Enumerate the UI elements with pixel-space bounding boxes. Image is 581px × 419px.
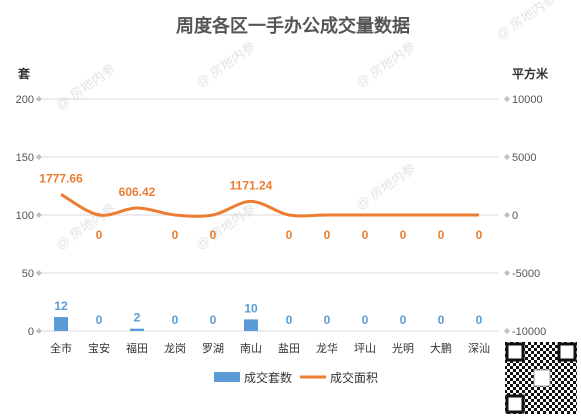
category-label: 光明 (392, 341, 414, 355)
tick-marker (504, 328, 510, 334)
grid (42, 98, 498, 332)
bar-value-label: 0 (286, 313, 293, 327)
line-value-label: 1777.66 (39, 171, 83, 185)
watermark: @ 房地内参 (353, 39, 418, 91)
y-left-axis-label: 套 (17, 66, 31, 81)
bar-value-label: 0 (362, 313, 369, 327)
y-right-tick-label: 10000 (512, 94, 543, 106)
tick-marker (504, 154, 510, 160)
category-label: 南山 (240, 342, 262, 355)
tick-marker (36, 212, 42, 218)
y-left-tick-label: 150 (16, 152, 34, 164)
category-label: 罗湖 (202, 342, 224, 355)
y-left-ticks: 200 150 100 50 0 (16, 94, 42, 338)
watermark: @ 房地内参 (193, 39, 258, 91)
tick-marker (504, 212, 510, 218)
y-right-tick-label: 5000 (512, 152, 536, 164)
bar-value-label: 0 (324, 313, 331, 327)
legend-bar-label: 成交套数 (244, 370, 292, 385)
legend: 成交套数 成交面积 (214, 370, 378, 385)
watermark: @ 房地内参 (353, 161, 418, 213)
tick-marker (36, 270, 42, 276)
tick-marker (504, 270, 510, 276)
y-right-axis-label: 平方米 (512, 66, 549, 81)
category-label: 大鹏 (430, 341, 452, 355)
data-labels: 12 0 2 0 0 10 0 0 0 0 0 0 1777.66 0 606.42 0 0 1171.24 0 0 0… (39, 171, 482, 327)
category-label: 盐田 (278, 342, 300, 355)
tick-marker (36, 96, 42, 102)
line-value-label: 0 (324, 228, 331, 242)
bar-value-label: 12 (54, 299, 68, 313)
qr-code (505, 342, 577, 414)
tick-marker (36, 154, 42, 160)
category-label: 龙岗 (164, 342, 186, 355)
bar-value-label: 0 (476, 313, 483, 327)
line-value-label: 606.42 (119, 185, 156, 199)
watermark: @ 房地内参 (53, 61, 118, 113)
watermark: @ 房地内参 (493, 0, 558, 42)
line-value-label: 0 (476, 228, 483, 242)
y-right-ticks: 10000 5000 0 -5000 -10000 (504, 94, 546, 338)
line-series (60, 193, 479, 218)
line-value-label: 0 (96, 228, 103, 242)
bar (130, 328, 144, 331)
bar-value-label: 0 (172, 313, 179, 327)
category-label: 龙华 (316, 341, 338, 355)
y-right-tick-label: -10000 (512, 326, 546, 338)
category-labels: 全市 宝安 福田 龙岗 罗湖 南山 盐田 龙华 坪山 光明 大鹏 深汕 (50, 341, 490, 355)
bar-value-label: 2 (134, 311, 141, 325)
category-label: 坪山 (354, 342, 376, 355)
watermark: @ 房地内参 (193, 201, 258, 253)
legend-bar-swatch (214, 372, 240, 382)
line-value-label: 1171.24 (230, 178, 273, 192)
bar-value-label: 10 (244, 301, 258, 315)
bar-value-label: 0 (400, 313, 407, 327)
legend-line-label: 成交面积 (330, 370, 378, 385)
y-left-tick-label: 50 (22, 268, 34, 280)
line-value-label: 0 (438, 228, 445, 242)
y-left-tick-label: 200 (16, 94, 34, 106)
category-label: 全市 (50, 341, 72, 355)
line-value-label: 0 (400, 228, 407, 242)
y-left-tick-label: 0 (28, 326, 34, 338)
line-value-label: 0 (172, 228, 179, 242)
bar-series (54, 317, 258, 331)
y-right-tick-label: -5000 (512, 268, 540, 280)
bar (54, 317, 68, 331)
y-right-tick-label: 0 (512, 210, 518, 222)
bar (244, 319, 258, 331)
tick-marker (504, 96, 510, 102)
line-value-label: 0 (210, 228, 217, 242)
bar-value-label: 0 (210, 313, 217, 327)
y-left-tick-label: 100 (16, 210, 34, 222)
bar-value-label: 0 (96, 313, 103, 327)
chart-title: 周度各区一手办公成交量数据 (176, 15, 410, 36)
category-label: 宝安 (88, 341, 110, 355)
category-label: 福田 (126, 341, 148, 355)
area-line (60, 193, 479, 218)
line-value-label: 0 (286, 228, 293, 242)
line-value-label: 0 (362, 228, 369, 242)
category-label: 深汕 (468, 342, 490, 355)
tick-marker (36, 328, 42, 334)
bar-value-label: 0 (438, 313, 445, 327)
